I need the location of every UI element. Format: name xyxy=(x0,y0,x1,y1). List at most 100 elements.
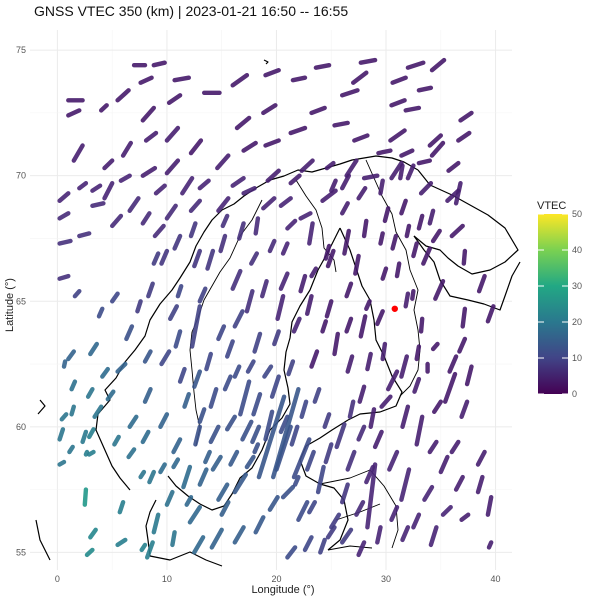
track-174 xyxy=(220,213,230,229)
track-84 xyxy=(449,223,465,239)
track-132 xyxy=(380,341,388,362)
track-8 xyxy=(143,130,159,143)
track-224 xyxy=(280,484,296,500)
track-29 xyxy=(151,60,167,68)
track-265 xyxy=(83,449,90,457)
track-281 xyxy=(173,329,183,349)
track-46 xyxy=(188,138,204,156)
track-102 xyxy=(414,414,425,447)
track-309 xyxy=(354,500,366,517)
track-161 xyxy=(275,294,286,321)
track-154 xyxy=(414,344,422,362)
track-127 xyxy=(375,525,383,545)
track-275 xyxy=(171,457,181,470)
track-67 xyxy=(456,130,472,143)
track-186 xyxy=(177,366,187,384)
track-75 xyxy=(320,188,338,204)
station-dot xyxy=(391,305,398,312)
track-238 xyxy=(164,489,175,507)
grid xyxy=(30,30,512,570)
track-270 xyxy=(139,542,148,553)
track-239 xyxy=(170,530,177,548)
track-213 xyxy=(323,442,334,465)
track-311 xyxy=(203,449,212,465)
track-85 xyxy=(430,228,442,244)
track-242 xyxy=(171,437,183,455)
colorbar-tick-label-0: 0 xyxy=(572,389,577,399)
track-27 xyxy=(429,57,447,73)
track-63 xyxy=(399,148,415,158)
track-192 xyxy=(269,374,281,399)
track-197 xyxy=(208,387,219,409)
track-5 xyxy=(71,143,85,163)
track-133 xyxy=(358,314,368,339)
track-254 xyxy=(66,349,77,362)
track-261 xyxy=(69,379,78,392)
track-264 xyxy=(86,427,96,440)
y-tick-label-2: 65 xyxy=(16,296,26,306)
track-236 xyxy=(210,454,223,472)
track-156 xyxy=(329,178,338,193)
track-59 xyxy=(324,160,336,171)
track-302 xyxy=(312,387,322,404)
track-286 xyxy=(72,289,82,299)
track-306 xyxy=(292,474,301,487)
track-243 xyxy=(158,412,170,429)
track-17 xyxy=(172,75,192,83)
track-39 xyxy=(332,120,350,128)
track-177 xyxy=(172,233,183,251)
track-292 xyxy=(140,211,152,226)
track-255 xyxy=(61,359,68,369)
track-2 xyxy=(90,183,103,193)
track-203 xyxy=(250,424,262,445)
track-259 xyxy=(57,459,67,467)
track-299 xyxy=(252,442,261,455)
track-74 xyxy=(340,173,351,191)
track-287 xyxy=(57,273,71,281)
track-87 xyxy=(476,273,487,294)
track-278 xyxy=(216,324,227,342)
track-162 xyxy=(278,271,290,291)
track-170 xyxy=(260,279,269,299)
track-115 xyxy=(453,474,465,492)
track-76 xyxy=(356,185,368,201)
y-tick-label-0: 55 xyxy=(16,547,26,557)
x-tick-label-4: 40 xyxy=(491,574,501,584)
track-41 xyxy=(263,138,281,148)
track-271 xyxy=(117,500,126,515)
track-34 xyxy=(458,110,474,123)
track-288 xyxy=(57,238,73,246)
track-109 xyxy=(387,449,400,472)
track-153 xyxy=(411,241,419,259)
track-35 xyxy=(427,133,443,148)
track-215 xyxy=(345,449,357,472)
track-79 xyxy=(405,163,416,181)
colorbar-tick-label-3: 30 xyxy=(572,281,582,291)
track-143 xyxy=(342,228,351,256)
track-155 xyxy=(412,376,422,394)
track-90 xyxy=(457,336,468,354)
colorbar-title: VTEC xyxy=(537,200,566,212)
track-212 xyxy=(315,464,326,495)
track-44 xyxy=(261,103,278,116)
track-240 xyxy=(151,512,161,535)
track-257 xyxy=(57,427,66,442)
finland-russia-border xyxy=(365,159,421,397)
track-52 xyxy=(197,178,211,191)
svalbard-coastline xyxy=(263,59,269,65)
track-249 xyxy=(115,361,128,374)
track-296 xyxy=(90,201,106,209)
track-54 xyxy=(230,175,246,188)
track-232 xyxy=(216,482,230,502)
track-244 xyxy=(142,387,153,404)
colorbar-tick-label-5: 50 xyxy=(572,209,582,219)
track-298 xyxy=(232,364,242,379)
track-91 xyxy=(447,354,459,374)
track-11 xyxy=(98,103,109,113)
track-97 xyxy=(410,289,416,301)
track-253 xyxy=(88,341,100,357)
track-93 xyxy=(443,371,458,404)
track-268 xyxy=(84,547,95,558)
track-0 xyxy=(57,191,71,204)
track-72 xyxy=(280,241,290,256)
